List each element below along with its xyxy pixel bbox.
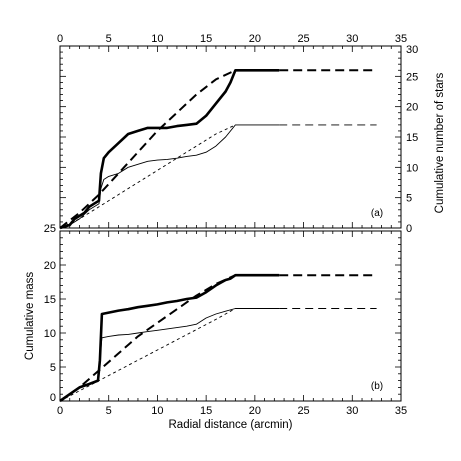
x-tick-label: 5 bbox=[106, 33, 112, 45]
x-tick-label: 30 bbox=[346, 33, 358, 45]
series-line-thin-solid bbox=[59, 308, 280, 402]
y-tick-label: 15 bbox=[406, 132, 418, 144]
x-tick-label: 0 bbox=[57, 33, 63, 45]
corner-y-label: 25 bbox=[44, 223, 56, 235]
y-tick-label: 5 bbox=[406, 193, 412, 205]
series-line-thick-solid bbox=[59, 69, 280, 230]
x-tick-label: 30 bbox=[346, 405, 358, 417]
y-tick-label: 15 bbox=[44, 294, 56, 306]
y-axis-title: Cumulative mass bbox=[24, 272, 36, 360]
x-tick-label: 35 bbox=[395, 405, 407, 417]
series-line-thin-dotted bbox=[59, 308, 236, 402]
plot-frame bbox=[59, 230, 402, 402]
x-axis-title: Radial distance (arcmin) bbox=[169, 419, 293, 431]
series-line-thick-dashed bbox=[59, 69, 236, 229]
y-tick-label: 30 bbox=[406, 44, 418, 56]
x-tick-label: 5 bbox=[106, 405, 112, 417]
panel-label: (a) bbox=[371, 208, 383, 219]
x-tick-label: 0 bbox=[57, 405, 63, 417]
y-tick-label: 10 bbox=[44, 328, 56, 340]
x-tick-label: 35 bbox=[395, 33, 407, 45]
x-tick-label: 25 bbox=[297, 33, 309, 45]
y-tick-label: 0 bbox=[50, 392, 56, 404]
series-line-thin-dotted bbox=[59, 124, 236, 229]
y-tick-label: 0 bbox=[406, 223, 412, 235]
series-line-thick-dashed bbox=[59, 274, 236, 402]
x-tick-label: 15 bbox=[200, 405, 212, 417]
x-tick-label: 25 bbox=[297, 405, 309, 417]
x-tick-label: 20 bbox=[249, 33, 261, 45]
panel-b: 0 5 10 15 20 25 30 35 0 5 10 15 20 (b) Cumulative mass… bbox=[24, 230, 407, 431]
series-line-thin-solid bbox=[59, 124, 280, 229]
x-tick-label: 20 bbox=[249, 405, 261, 417]
y-tick-label: 20 bbox=[44, 260, 56, 272]
x-tick-label: 15 bbox=[200, 33, 212, 45]
y-axis-title: Cumulative number of stars bbox=[434, 72, 446, 213]
y-tick-label: 10 bbox=[406, 162, 418, 174]
panel-label: (b) bbox=[371, 381, 383, 392]
panel-a: 0 5 10 15 20 25 30 3505101520253025(a)Cumulativ… bbox=[44, 33, 446, 235]
y-tick-label: 25 bbox=[406, 71, 418, 83]
x-tick-label: 10 bbox=[151, 33, 163, 45]
y-tick-label: 5 bbox=[50, 362, 56, 374]
y-tick-label: 20 bbox=[406, 102, 418, 114]
x-tick-label: 10 bbox=[151, 405, 163, 417]
